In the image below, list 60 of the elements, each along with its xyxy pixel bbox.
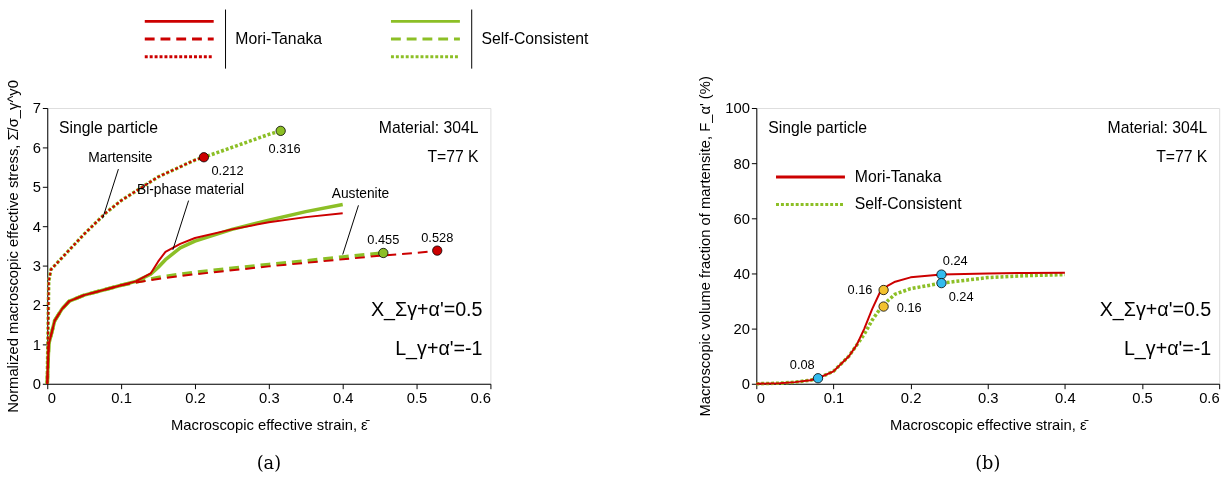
y-tick-label: 0 [741, 376, 750, 393]
annotation: X_Σγ+α'=0.5 [370, 297, 483, 321]
annotation: 0.08 [789, 357, 815, 373]
x-tick-label: 0.1 [111, 389, 132, 406]
legend-label: Self-Consistent [481, 30, 589, 48]
legend-label: Mori-Tanaka [235, 30, 323, 48]
annotation: 0.16 [847, 281, 873, 297]
annotation: Single particle [768, 118, 868, 136]
y-tick-label: 7 [32, 100, 41, 117]
annotation: Material: 304L [1107, 118, 1208, 136]
y-axis-title: Macroscopic volume fraction of martensite, F_α' (%) [697, 76, 714, 417]
legend-label: Self-Consistent [854, 195, 963, 213]
x-tick-label: 0 [756, 389, 766, 406]
annotation: 0.24 [942, 252, 968, 268]
x-tick-label: 0.2 [185, 389, 206, 406]
x-tick-label: 0.3 [259, 389, 280, 406]
annotation: Martensite [88, 150, 153, 166]
y-tick-label: 5 [32, 179, 41, 196]
x-tick-label: 0.3 [977, 389, 999, 406]
y-tick-label: 60 [733, 210, 750, 227]
text: (a) [256, 453, 282, 474]
annotation: Austenite [331, 186, 390, 202]
x-tick-label: 0.6 [1199, 389, 1220, 406]
y-tick-label: 100 [725, 100, 750, 117]
x-tick-label: 0.4 [1055, 389, 1076, 406]
y-tick-label: 40 [733, 265, 750, 282]
annotation: X_Σγ+α'=0.5 [1099, 297, 1212, 321]
y-tick-label: 2 [32, 297, 41, 314]
annotation: L_γ+α'=-1 [395, 337, 483, 361]
y-axis-title: Normalized macroscopic effective stress, Σ̄/σ_γ^y0 [4, 80, 21, 413]
annotation: 0.16 [896, 300, 922, 316]
annotation: 0.528 [421, 229, 454, 245]
x-axis-title: Macroscopic effective strain, ε̄ [889, 416, 1089, 433]
y-tick-label: 3 [32, 258, 41, 275]
y-tick-label: 20 [733, 321, 750, 338]
x-tick-label: 0.5 [406, 389, 428, 406]
annotation: Material: 304L [378, 118, 479, 136]
annotation: 0.212 [211, 162, 244, 178]
annotation: 0.24 [948, 288, 974, 304]
annotation: Single particle [59, 118, 159, 136]
annotation: T=77 K [1156, 148, 1208, 166]
legend-label: Mori-Tanaka [854, 167, 942, 185]
x-tick-label: 0.6 [470, 389, 491, 406]
annotation: T=77 K [427, 148, 480, 166]
y-tick-label: 6 [32, 139, 41, 156]
x-tick-label: 0.4 [332, 389, 354, 406]
text: (b) [975, 453, 1001, 474]
y-tick-label: 4 [32, 218, 41, 235]
y-tick-label: 80 [733, 155, 750, 172]
y-tick-label: 0 [32, 376, 41, 393]
x-tick-label: 0.5 [1132, 389, 1153, 406]
annotation: Bi-phase material [136, 181, 245, 197]
annotation: 0.455 [367, 232, 400, 248]
x-tick-label: 0 [47, 389, 56, 406]
x-axis-title: Macroscopic effective strain, ε̄ [170, 416, 370, 433]
annotation: L_γ+α'=-1 [1123, 337, 1212, 361]
x-tick-label: 0.2 [900, 389, 922, 406]
annotation: 0.316 [268, 140, 301, 156]
x-tick-label: 0.1 [823, 389, 845, 406]
y-tick-label: 1 [32, 336, 41, 353]
